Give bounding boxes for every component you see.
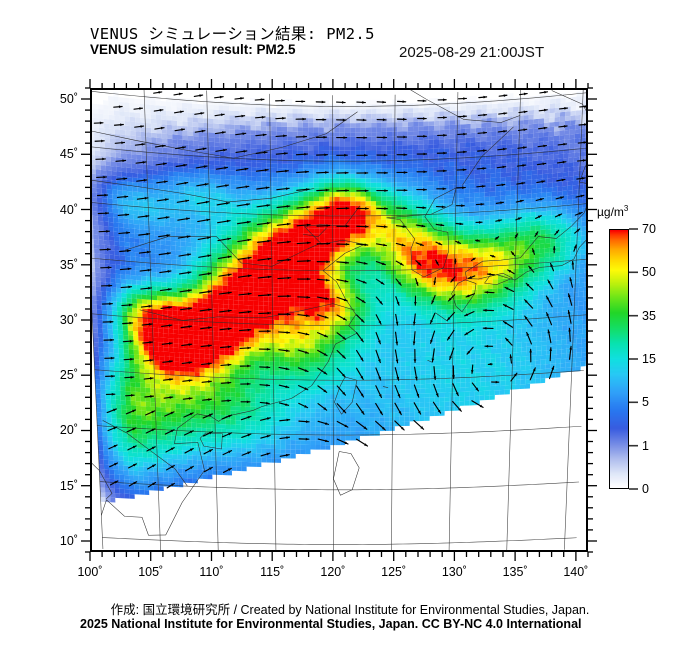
title-japanese: VENUS シミュレーション結果: PM2.5 bbox=[90, 25, 375, 43]
y-tick-label-35: 35˚ bbox=[59, 257, 78, 272]
y-tick-label-20: 20˚ bbox=[59, 423, 78, 438]
x-tick-label-140: 140˚ bbox=[563, 565, 589, 579]
x-tick-label-125: 125˚ bbox=[381, 565, 407, 579]
x-tick-label-120: 120˚ bbox=[320, 565, 346, 579]
y-tick-label-25: 25˚ bbox=[59, 368, 78, 383]
x-tick-label-115: 115˚ bbox=[260, 565, 285, 579]
x-tick-label-105: 105˚ bbox=[138, 565, 164, 579]
colorbar-tick-70: 70 bbox=[642, 222, 656, 236]
x-tick-label-130: 130˚ bbox=[441, 565, 467, 579]
colorbar-tick-35: 35 bbox=[642, 308, 656, 323]
y-tick-label-45: 45˚ bbox=[59, 147, 78, 162]
colorbar bbox=[609, 229, 629, 489]
x-tick-label-135: 135˚ bbox=[502, 565, 528, 579]
title-english: VENUS simulation result: PM2.5 bbox=[90, 42, 296, 57]
footer-clip-mask bbox=[0, 612, 80, 638]
map-plot-area bbox=[90, 88, 588, 552]
y-tick-label-50: 50˚ bbox=[59, 92, 78, 107]
y-tick-label-15: 15˚ bbox=[59, 478, 78, 493]
y-tick-label-10: 10˚ bbox=[59, 533, 78, 548]
footer-credit-line: 作成: 国立環境研究所 / Created by National Instit… bbox=[110, 603, 590, 617]
x-tick-label-100: 100˚ bbox=[77, 565, 103, 579]
colorbar-tick-15: 15 bbox=[642, 352, 656, 366]
x-tick-label-110: 110˚ bbox=[199, 565, 224, 579]
colorbar-tick-0: 0 bbox=[642, 482, 649, 496]
colorbar-tick-1: 1 bbox=[642, 438, 649, 453]
pm25-concentration-map bbox=[92, 90, 586, 550]
title-datetime: 2025-08-29 21:00JST bbox=[399, 44, 545, 61]
colorbar-tick-50: 50 bbox=[642, 265, 656, 280]
colorbar-tick-5: 5 bbox=[642, 395, 649, 410]
y-tick-label-30: 30˚ bbox=[59, 313, 78, 327]
y-tick-label-40: 40˚ bbox=[59, 202, 78, 217]
footer-license-line: 2025 National Institute for Environmenta… bbox=[80, 617, 582, 631]
colorbar-unit-label: µg/m3 bbox=[597, 204, 629, 219]
